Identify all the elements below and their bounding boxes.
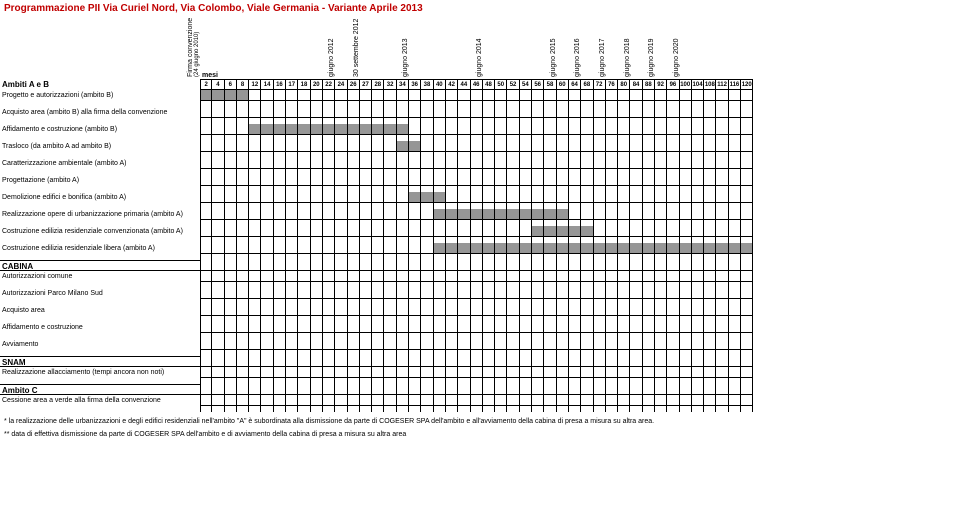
footnote-2: ** data di effettiva dismissione da part… — [4, 431, 956, 438]
date-marker: giugno 2013 — [402, 38, 409, 77]
section-label: Ambito C — [0, 384, 200, 395]
task-label: Costruzione edilizia residenziale conven… — [0, 226, 200, 237]
task-label: Caratterizzazione ambientale (ambito A) — [0, 158, 200, 169]
section-label: SNAM — [0, 356, 200, 367]
task-label: Acquisto area (ambito B) alla firma dell… — [0, 107, 200, 118]
task-label: Autorizzazioni Parco Milano Sud — [0, 288, 200, 299]
date-marker: giugno 2015 — [550, 38, 557, 77]
footnotes: * la realizzazione delle urbanizzazioni … — [0, 412, 960, 450]
task-label: Cessione area a verde alla firma della c… — [0, 395, 200, 406]
date-marker: giugno 2019 — [648, 38, 655, 77]
task-label: Affidamento e costruzione (ambito B) — [0, 124, 200, 135]
date-marker: giugno 2017 — [599, 38, 606, 77]
task-label: Affidamento e costruzione — [0, 322, 200, 333]
task-label: Realizzazione opere di urbanizzazione pr… — [0, 209, 200, 220]
date-marker: giugno 2016 — [574, 38, 581, 77]
task-label: Progetto e autorizzazioni (ambito B) — [0, 90, 200, 101]
task-label: Demolizione edifici e bonifica (ambito A… — [0, 192, 200, 203]
task-label: Avviamento — [0, 339, 200, 350]
date-marker: giugno 2020 — [673, 38, 680, 77]
date-marker: 30 settembre 2012 — [353, 19, 360, 77]
header-label: Ambiti A e B — [0, 79, 200, 90]
page-title: Programmazione PII Via Curiel Nord, Via … — [0, 0, 960, 17]
mesi-label: mesi — [202, 72, 218, 79]
date-marker: giugno 2018 — [624, 38, 631, 77]
task-label: Costruzione edilizia residenziale libera… — [0, 243, 200, 254]
date-marker: Firma convenzione(24 giugno 2010) — [187, 18, 200, 77]
gantt-chart: Firma convenzione(24 giugno 2010) giugno … — [0, 17, 960, 412]
section-label: CABINA — [0, 260, 200, 271]
date-marker: giugno 2012 — [328, 38, 335, 77]
task-label: Autorizzazioni comune — [0, 271, 200, 282]
task-label: Trasloco (da ambito A ad ambito B) — [0, 141, 200, 152]
task-label: Realizzazione allacciamento (tempi ancor… — [0, 367, 200, 378]
date-marker: giugno 2014 — [476, 38, 483, 77]
footnote-1: * la realizzazione delle urbanizzazioni … — [4, 418, 956, 425]
task-label: Progettazione (ambito A) — [0, 175, 200, 186]
task-label: Acquisto area — [0, 305, 200, 316]
